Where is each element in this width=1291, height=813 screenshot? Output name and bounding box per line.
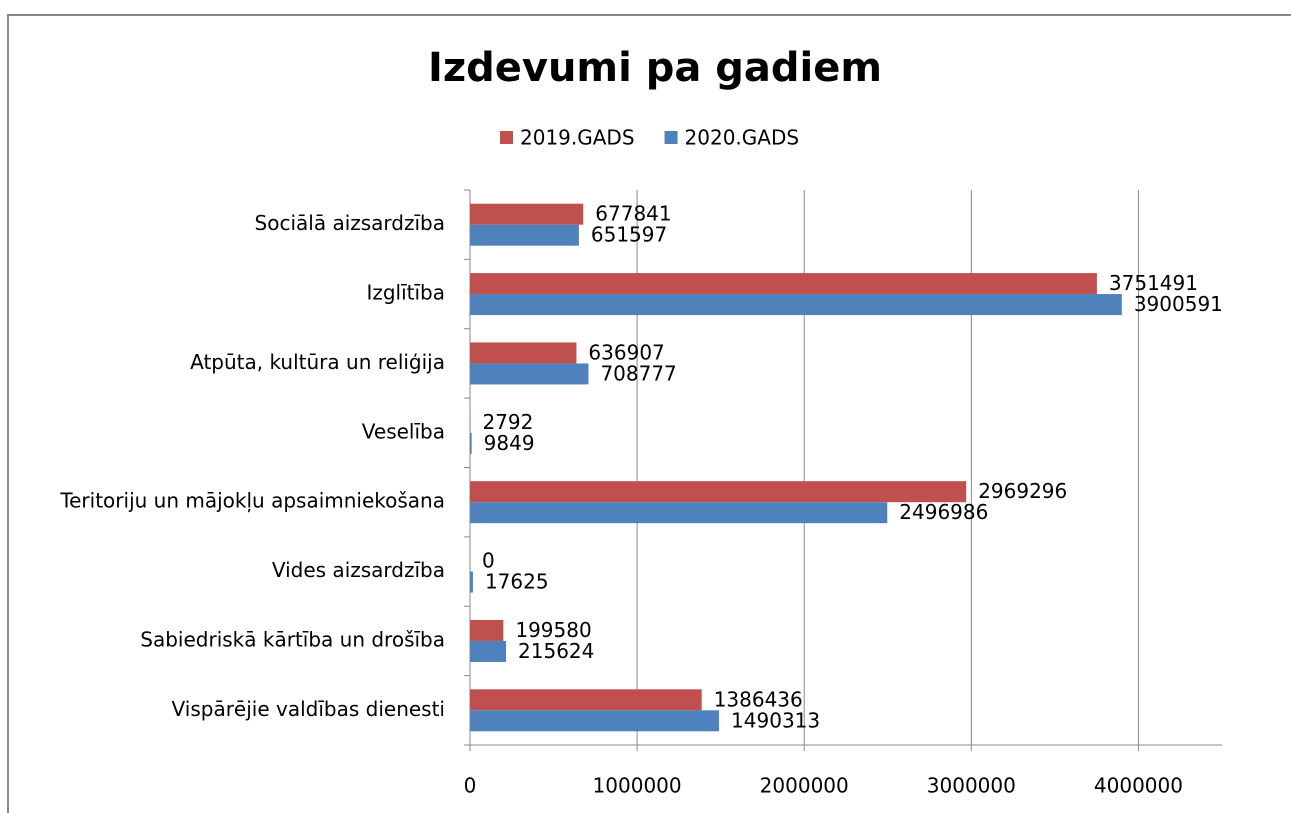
legend-label: 2019.GADS [520, 126, 635, 150]
legend-swatch [500, 131, 513, 144]
value-label: 17625 [485, 570, 549, 594]
value-label: 3751491 [1109, 271, 1198, 295]
y-tick-label: Sociālā aizsardzība [255, 211, 445, 235]
bar [470, 432, 472, 454]
value-label: 2792 [482, 410, 533, 434]
value-label: 0 [482, 549, 495, 573]
y-tick-label: Vispārējie valdības dienesti [172, 697, 445, 721]
y-tick-label: Sabiedriskā kārtība un drošība [140, 627, 445, 651]
value-label: 2496986 [899, 500, 988, 524]
y-tick-label: Vides aizsardzība [272, 558, 445, 582]
value-label: 636907 [588, 340, 664, 364]
value-label: 651597 [591, 223, 667, 247]
bar [470, 710, 720, 732]
bar [470, 689, 702, 711]
bar [470, 224, 579, 246]
bar [470, 203, 584, 225]
y-tick-label: Izglītība [366, 281, 445, 305]
x-tick-label: 0 [464, 774, 477, 798]
value-label: 9849 [484, 431, 535, 455]
x-tick-label: 3000000 [927, 774, 1016, 798]
x-tick-label: 2000000 [760, 774, 849, 798]
value-label: 215624 [518, 639, 594, 663]
value-label: 708777 [600, 361, 676, 385]
bar [470, 481, 967, 503]
chart-frame [7, 14, 1291, 813]
legend-label: 2020.GADS [685, 126, 800, 150]
value-label: 1386436 [714, 687, 803, 711]
bar [470, 640, 507, 662]
bar [470, 342, 577, 364]
bar [470, 363, 589, 385]
legend-swatch [664, 131, 678, 144]
value-label: 3900591 [1134, 292, 1223, 316]
bar [470, 571, 473, 593]
bar [470, 294, 1122, 316]
y-tick-label: Atpūta, kultūra un reliģija [190, 350, 445, 374]
y-tick-label: Teritoriju un mājokļu apsaimniekošana [59, 489, 445, 513]
bar [470, 273, 1097, 295]
value-label: 1490313 [731, 708, 820, 732]
bar [470, 502, 888, 524]
y-tick-label: Veselība [362, 419, 445, 443]
x-tick-label: 1000000 [593, 774, 682, 798]
value-label: 199580 [515, 618, 591, 642]
bar [470, 619, 504, 641]
value-label: 2969296 [978, 479, 1067, 503]
chart-title: Izdevumi pa gadiem [428, 45, 882, 91]
x-tick-label: 4000000 [1094, 774, 1183, 798]
value-label: 677841 [595, 202, 671, 226]
